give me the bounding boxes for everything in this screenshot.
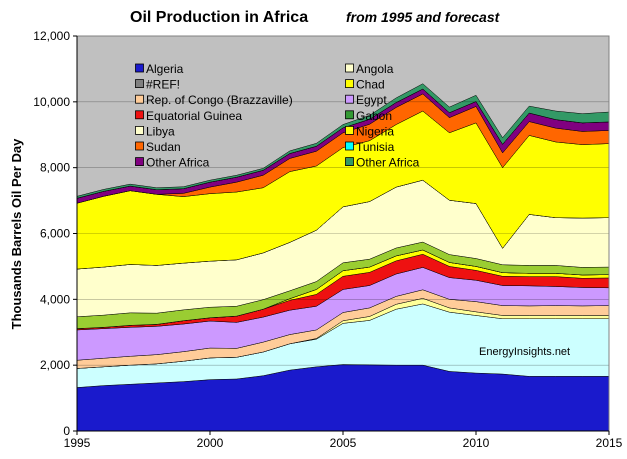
legend-swatch (135, 94, 144, 104)
legend-swatch (135, 79, 144, 88)
y-axis-label: Thousands Barrels Oil Per Day (9, 138, 24, 330)
legend-swatch (345, 141, 354, 151)
legend: Algeria Angola #REF! Chad Rep. of Congo (Bra… (135, 62, 420, 170)
x-tick-labels: 1995 2000 2005 2010 2015 (64, 431, 623, 450)
legend-label: Other Africa (356, 156, 420, 170)
chart-title: Oil Production in Africa (130, 9, 308, 26)
chart-subtitle: from 1995 and forecast (346, 9, 501, 25)
x-tick-label: 2010 (463, 436, 490, 450)
legend-label: #REF! (146, 78, 180, 92)
legend-label: Chad (356, 78, 385, 92)
y-tick-label: 0 (63, 424, 70, 438)
legend-swatch (345, 79, 354, 88)
source-annotation: EnergyInsights.net (479, 346, 570, 358)
legend-label: Equatorial Guinea (146, 109, 242, 123)
legend-label: Nigeria (356, 124, 394, 138)
legend-swatch (135, 110, 144, 120)
y-tick-labels: 0 2,000 4,000 6,000 8,000 10,000 12,000 (33, 29, 77, 438)
legend-label: Sudan (146, 140, 181, 154)
legend-swatch (345, 157, 354, 167)
y-tick-label: 12,000 (33, 29, 70, 43)
y-tick-label: 6,000 (40, 227, 70, 241)
y-tick-label: 2,000 (40, 358, 70, 372)
legend-swatch (135, 126, 144, 135)
x-tick-label: 2000 (197, 436, 224, 450)
legend-label: Tunisia (356, 140, 395, 154)
legend-label: Libya (146, 124, 175, 138)
stacked-areas (76, 83, 610, 432)
legend-swatch (345, 63, 354, 73)
gridlines (77, 101, 609, 366)
y-tick-label: 4,000 (40, 292, 70, 306)
legend-label: Algeria (146, 62, 184, 76)
x-tick-label: 2015 (596, 436, 623, 450)
x-tick-label: 1995 (64, 436, 91, 450)
legend-swatch (345, 94, 354, 104)
legend-swatch (345, 126, 354, 135)
legend-label: Angola (356, 62, 394, 76)
legend-label: Rep. of Congo (Brazzaville) (146, 93, 293, 107)
x-tick-label: 2005 (330, 436, 357, 450)
legend-label: Other Africa (146, 156, 210, 170)
legend-label: Gabon (356, 109, 392, 123)
legend-label: Egypt (356, 93, 387, 107)
legend-swatch (345, 110, 354, 120)
legend-swatch (135, 63, 144, 73)
y-tick-label: 10,000 (33, 95, 70, 109)
y-tick-label: 8,000 (40, 161, 70, 175)
legend-swatch (135, 157, 144, 167)
legend-swatch (135, 141, 144, 151)
